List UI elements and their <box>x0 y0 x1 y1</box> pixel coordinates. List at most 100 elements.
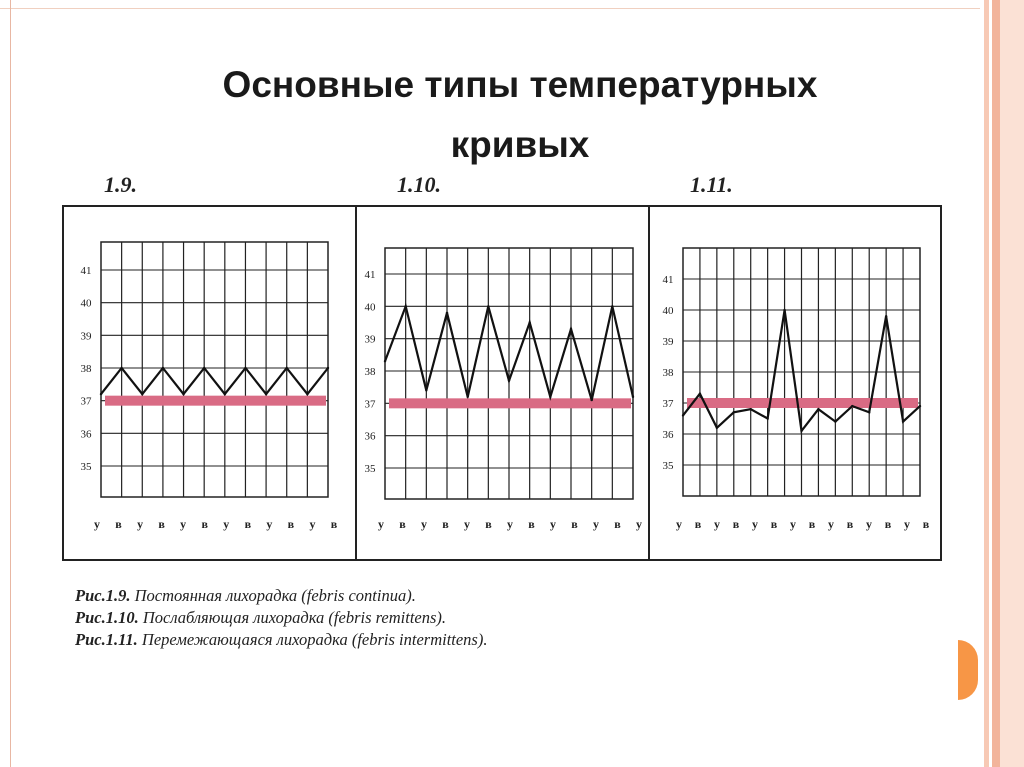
x-tick-label: в <box>923 517 930 531</box>
normal-temperature-line <box>687 398 918 408</box>
temperature-point <box>851 404 854 408</box>
x-tick-label: в <box>733 517 740 531</box>
title-line-2: кривых <box>450 124 590 165</box>
panel-divider <box>355 207 357 559</box>
temperature-point <box>783 308 786 312</box>
temperature-point <box>487 305 490 308</box>
temperature-point <box>202 366 206 370</box>
temperature-point <box>868 411 871 414</box>
x-tick-label: у <box>180 517 186 531</box>
x-tick-label: в <box>885 517 892 531</box>
x-tick-label: у <box>421 517 427 531</box>
temperature-point <box>800 429 803 433</box>
y-tick-label: 38 <box>365 366 377 378</box>
figure-label-1-11: 1.11. <box>690 172 733 197</box>
temperature-point <box>698 392 702 395</box>
x-tick-label: в <box>399 517 406 531</box>
x-tick-label: у <box>752 517 758 531</box>
temperature-point <box>264 392 268 396</box>
x-tick-label: у <box>464 517 470 531</box>
y-tick-label: 41 <box>663 274 674 286</box>
temperature-point <box>141 392 144 396</box>
x-tick-label: в <box>695 517 702 531</box>
temperature-point <box>834 420 837 423</box>
figure-label-1-10: 1.10. <box>397 172 441 197</box>
caption-row: Рис.1.11. Перемежающаяся лихорадка (febr… <box>75 629 487 651</box>
slide-title: Основные типы температурных кривых <box>150 55 890 175</box>
temperature-point <box>549 395 552 399</box>
figure-captions: Рис.1.9. Постоянная лихорадка (febris co… <box>75 585 487 651</box>
y-tick-label: 40 <box>81 298 93 310</box>
temperature-point <box>766 417 769 420</box>
temperature-point <box>507 379 511 382</box>
caption-text: Постоянная лихорадка (febris continua). <box>130 586 416 605</box>
y-tick-label: 35 <box>663 460 675 472</box>
temperature-point <box>715 426 719 429</box>
y-tick-label: 35 <box>81 461 93 473</box>
y-tick-label: 36 <box>663 429 675 441</box>
temperature-point <box>466 395 469 399</box>
caption-ref: Рис.1.10. <box>75 608 139 627</box>
y-tick-label: 39 <box>663 336 675 348</box>
y-tick-label: 41 <box>365 269 376 281</box>
x-tick-label: в <box>485 517 492 531</box>
y-tick-label: 36 <box>81 428 93 440</box>
temperature-point <box>306 392 309 396</box>
temperature-point <box>569 327 573 331</box>
slide-left-border <box>10 0 11 767</box>
x-tick-label: у <box>137 517 143 531</box>
temperature-point <box>244 366 247 370</box>
x-tick-label: у <box>904 517 910 531</box>
normal-temperature-line <box>389 398 631 409</box>
x-tick-label: у <box>550 517 556 531</box>
y-tick-label: 36 <box>365 431 377 443</box>
y-tick-label: 39 <box>365 334 377 346</box>
caption-row: Рис.1.10. Послабляющая лихорадка (febris… <box>75 607 487 629</box>
y-tick-label: 40 <box>365 301 377 313</box>
y-tick-label: 37 <box>663 398 675 410</box>
x-tick-label: у <box>507 517 513 531</box>
temperature-point <box>326 366 330 370</box>
x-tick-label: в <box>771 517 778 531</box>
slide-tab-marker <box>958 640 978 700</box>
x-tick-label: у <box>309 517 315 531</box>
title-line-1: Основные типы температурных <box>222 64 818 105</box>
temperature-point <box>223 392 227 396</box>
temperature-curve <box>100 366 329 396</box>
x-tick-label: в <box>288 517 295 531</box>
y-tick-label: 37 <box>81 396 93 408</box>
caption-ref: Рис.1.9. <box>75 586 131 605</box>
caption-ref: Рис.1.11. <box>75 630 138 649</box>
x-tick-label: у <box>636 517 642 531</box>
grid-frame <box>100 241 329 498</box>
x-tick-label: у <box>676 517 682 531</box>
temperature-point <box>285 366 288 370</box>
y-tick-label: 39 <box>81 330 93 342</box>
y-tick-label: 37 <box>365 398 377 410</box>
temperature-point <box>681 414 685 417</box>
x-tick-label: в <box>571 517 578 531</box>
y-tick-label: 38 <box>663 367 675 379</box>
x-tick-label: в <box>331 517 338 531</box>
caption-row: Рис.1.9. Постоянная лихорадка (febris co… <box>75 585 487 607</box>
slide-top-border <box>0 8 1024 9</box>
x-tick-label: у <box>266 517 272 531</box>
x-tick-label: у <box>223 517 229 531</box>
y-tick-label: 38 <box>81 363 93 375</box>
x-tick-label: в <box>201 517 208 531</box>
temperature-point <box>884 315 888 318</box>
temperature-point <box>445 311 449 314</box>
x-tick-label: в <box>158 517 165 531</box>
y-tick-label: 41 <box>81 265 92 277</box>
temperature-point <box>631 395 635 399</box>
figure-label-1-9: 1.9. <box>104 172 137 197</box>
x-tick-label: у <box>593 517 599 531</box>
temperature-point <box>749 408 752 411</box>
decorative-stripes <box>980 0 1024 767</box>
temperature-point <box>99 392 103 396</box>
temperature-point <box>182 392 185 396</box>
x-tick-label: в <box>245 517 252 531</box>
temperature-point <box>120 366 123 370</box>
x-tick-label: в <box>614 517 621 531</box>
